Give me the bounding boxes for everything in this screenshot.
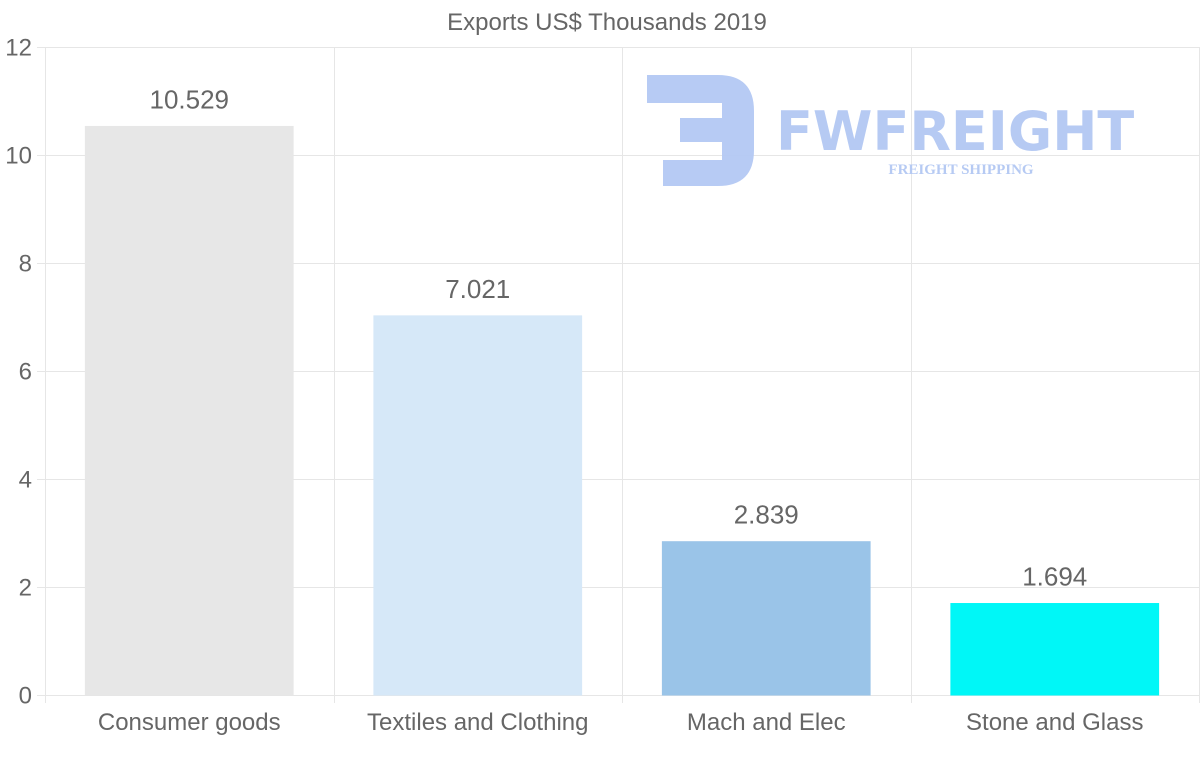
x-tick-label: Textiles and Clothing bbox=[367, 709, 588, 736]
y-tick-label: 10 bbox=[5, 143, 32, 170]
chart-title: Exports US$ Thousands 2019 bbox=[447, 9, 767, 36]
watermark-tagline: FREIGHT SHIPPING bbox=[888, 162, 1033, 178]
y-tick-label: 8 bbox=[19, 251, 32, 278]
fwfreight-watermark-logo: FWFREIGHT FREIGHT SHIPPING bbox=[647, 75, 1134, 186]
fwfreight-logo-mark-icon bbox=[647, 75, 754, 186]
y-tick-label: 4 bbox=[19, 467, 32, 494]
y-tick-label: 12 bbox=[5, 35, 32, 62]
bar bbox=[373, 315, 583, 696]
bar-value-label: 10.529 bbox=[149, 84, 229, 114]
x-tick-label: Mach and Elec bbox=[687, 709, 846, 736]
y-tick-label: 2 bbox=[19, 575, 32, 602]
bar bbox=[950, 603, 1160, 696]
bar bbox=[661, 541, 871, 696]
watermark-brand-name: FWFREIGHT bbox=[776, 100, 1134, 163]
bar-value-label: 1.694 bbox=[1022, 562, 1087, 592]
bars bbox=[84, 125, 1160, 696]
y-tick-label: 6 bbox=[19, 359, 32, 386]
bar-value-label: 2.839 bbox=[734, 500, 799, 530]
x-axis: Consumer goods Textiles and Clothing Mach … bbox=[98, 709, 1144, 736]
x-tick-label: Consumer goods bbox=[98, 709, 281, 736]
bar bbox=[84, 125, 294, 696]
y-tick-label: 0 bbox=[19, 683, 32, 710]
y-axis: 0 2 4 6 8 10 12 bbox=[5, 35, 32, 710]
bar-value-label: 7.021 bbox=[445, 274, 510, 304]
data-labels: 10.529 7.021 2.839 1.694 bbox=[149, 84, 1087, 591]
x-tick-label: Stone and Glass bbox=[966, 709, 1143, 736]
